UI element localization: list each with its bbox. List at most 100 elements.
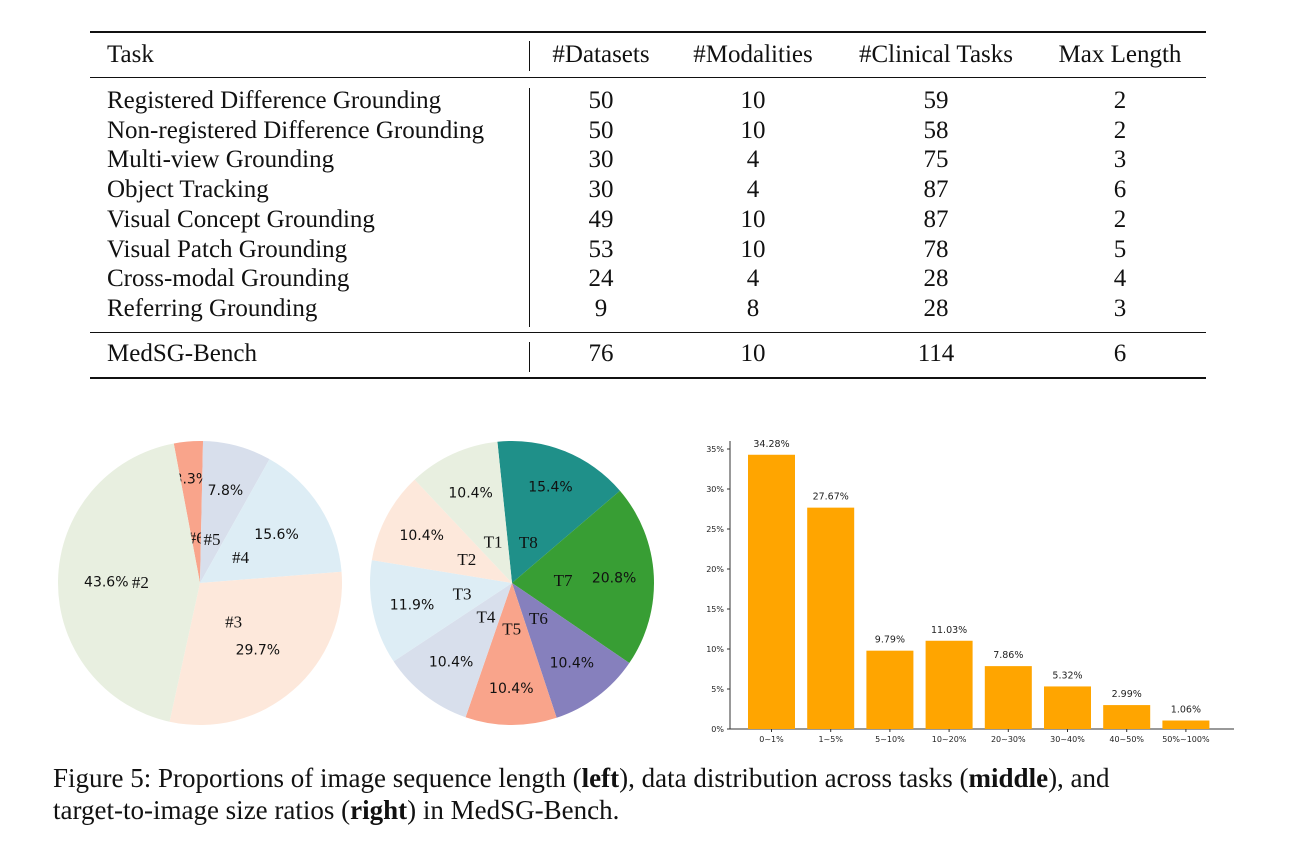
table-row: Visual Concept Grounding 49 10 87 2 (90, 205, 1206, 235)
cell-max-length: 2 (1113, 87, 1127, 114)
cell-task: Multi-view Grounding (107, 146, 335, 173)
bar (984, 666, 1032, 729)
pie-category-label: #4 (232, 548, 250, 567)
sequence-length-pie-chart: 3.3%#67.8%#5 15.6%#429.7%#343.6% #2 (58, 441, 342, 725)
cell-datasets: 50 (588, 117, 614, 144)
pie-slice-t3 (370, 560, 512, 662)
x-tick-label: 50%~100% (1162, 735, 1210, 744)
pie-percent-label: 10.4% (429, 655, 473, 671)
cell-modalities: 10 (740, 117, 766, 144)
cell-clinical-tasks: 58 (923, 117, 949, 144)
caption-text: ), data distribution across tasks ( (619, 763, 969, 793)
header-divider (529, 41, 530, 71)
pie-category-label: T1 (484, 533, 503, 552)
cell-clinical-tasks: 75 (923, 146, 949, 173)
pie-slice-t8 (497, 441, 620, 583)
table-total-row: MedSG-Bench 76 10 114 6 (90, 339, 1206, 369)
table-total-rule (90, 332, 1206, 333)
table-row: Referring Grounding 9 8 28 3 (90, 294, 1206, 324)
pie-slice-t2 (371, 479, 512, 583)
pie-category-label: T6 (529, 609, 548, 628)
cell-datasets: 9 (594, 295, 608, 322)
cell-datasets: 76 (588, 340, 614, 367)
table-row: Multi-view Grounding 30 4 75 3 (90, 145, 1206, 175)
y-tick-label: 30% (706, 485, 724, 494)
table-header-row: Task #Datasets #Modalities #Clinical Tas… (90, 40, 1206, 70)
table-row: Object Tracking 30 4 87 6 (90, 175, 1206, 205)
table-row: Cross-modal Grounding 24 4 28 4 (90, 264, 1206, 294)
header-clinical-tasks: #Clinical Tasks (858, 41, 1014, 68)
task-distribution-pie-chart: 15.4% T8 20.8% T7 10.4% T6 10.4% T5 10.4% T4 11.9%… (370, 441, 654, 726)
cell-modalities: 10 (740, 206, 766, 233)
pie-category-label: T2 (457, 550, 476, 569)
cell-modalities: 8 (746, 295, 760, 322)
pie-percent-label: 15.4% (528, 480, 572, 496)
bar-value-label: 1.06% (1171, 705, 1201, 716)
pie-percent-label: 11.9% (390, 597, 434, 613)
cell-modalities: 10 (740, 87, 766, 114)
pie-percent-label: 10.4% (399, 528, 443, 544)
pie-slice-t4 (393, 583, 512, 718)
bar-value-label: 7.86% (993, 650, 1023, 661)
header-modalities: #Modalities (693, 41, 813, 68)
cell-modalities: 10 (740, 236, 766, 263)
bar (1103, 705, 1151, 729)
header-max-length: Max Length (1058, 41, 1182, 68)
pie-percent-label: 3.3% (174, 471, 210, 487)
pie-category-label: T8 (519, 533, 538, 552)
cell-max-length: 2 (1113, 206, 1127, 233)
pie-percent-label: 20.8% (592, 570, 636, 586)
pie-category-label: T3 (453, 585, 472, 604)
total-divider (529, 342, 530, 372)
cell-max-length: 6 (1113, 176, 1127, 203)
pie-slice-n3 (169, 571, 342, 725)
cell-max-length: 3 (1113, 146, 1127, 173)
cell-datasets: 50 (588, 87, 614, 114)
cell-max-length: 6 (1113, 340, 1127, 367)
cell-clinical-tasks: 87 (923, 176, 949, 203)
pie-category-label: #3 (225, 613, 242, 632)
y-tick-label: 10% (706, 645, 724, 654)
table-row: Non-registered Difference Grounding 50 1… (90, 116, 1206, 146)
pie-slice-n5 (200, 441, 270, 583)
size-ratio-bar-chart: 0% 5% 10% 15% 20% 25% 30% 35% 34.28% 0~1% 27.67% 1~… (706, 439, 1234, 744)
pie-percent-label: 10.4% (550, 655, 594, 671)
pie-slice-t5 (465, 583, 557, 726)
bar (748, 454, 795, 729)
y-tick-label: 0% (711, 725, 724, 734)
caption-text: ) in MedSG-Bench. (407, 795, 620, 825)
caption-bold-left: left (581, 763, 620, 793)
bar-value-label: 2.99% (1112, 689, 1142, 700)
bar-value-label: 11.03% (931, 625, 967, 636)
caption-bold-middle: middle (968, 763, 1049, 793)
pie-category-label: T5 (502, 619, 521, 638)
cell-modalities: 4 (746, 146, 760, 173)
cell-datasets: 49 (588, 206, 614, 233)
pie-percent-label: 7.8% (208, 483, 244, 499)
y-tick-label: 15% (706, 605, 724, 614)
table-row: Registered Difference Grounding 50 10 59… (90, 86, 1206, 116)
body-divider (529, 88, 530, 327)
cell-task: Non-registered Difference Grounding (107, 117, 485, 144)
pie-percent-label: 15.6% (254, 527, 298, 543)
cell-clinical-tasks: 78 (923, 236, 949, 263)
pie-slice-n4 (200, 459, 342, 583)
caption-bold-right: right (350, 795, 408, 825)
pie-slice-n6 (173, 441, 204, 583)
y-tick-label: 35% (706, 445, 724, 454)
cell-clinical-tasks: 114 (917, 340, 955, 367)
caption-line-2: target-to-image size ratios (right) in M… (53, 794, 1253, 826)
pie-percent-label: 10.4% (448, 486, 492, 502)
x-tick-label: 1~5% (818, 735, 843, 744)
x-tick-label: 30~40% (1050, 735, 1085, 744)
cell-modalities: 4 (746, 265, 760, 292)
cell-task: Object Tracking (107, 176, 269, 203)
bar-value-label: 27.67% (813, 492, 849, 503)
cell-clinical-tasks: 28 (923, 265, 949, 292)
x-tick-label: 40~50% (1109, 735, 1144, 744)
pie-slice-t1 (414, 441, 512, 583)
table-bottom-rule (90, 377, 1206, 379)
bar (925, 640, 973, 729)
cell-task: Referring Grounding (107, 295, 318, 322)
cell-max-length: 3 (1113, 295, 1127, 322)
